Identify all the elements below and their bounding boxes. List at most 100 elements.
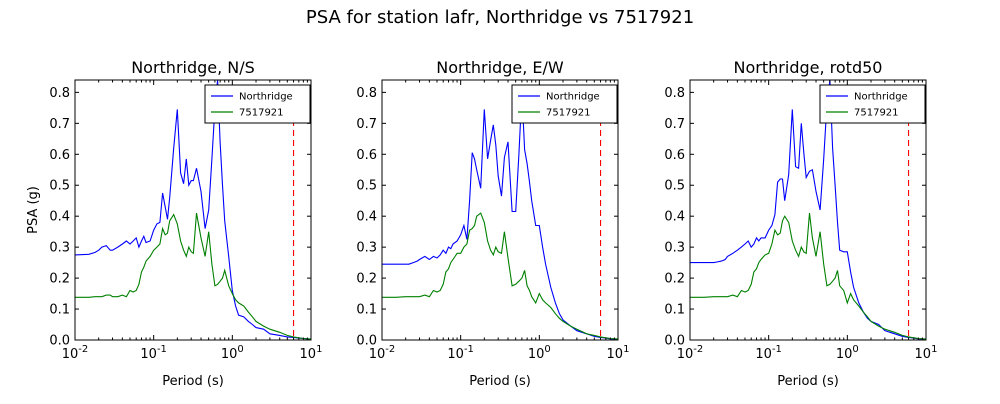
- y-tick-label: 0.4: [49, 210, 70, 225]
- axes-frame: [689, 79, 927, 341]
- y-tick-label: 0.2: [49, 272, 70, 287]
- subplot-title: Northridge, rotd50: [734, 58, 883, 77]
- subplot-title: Northridge, E/W: [436, 58, 564, 77]
- series-line-7517921: [382, 212, 618, 340]
- y-tick-label: 0.6: [356, 148, 377, 163]
- x-tick-label-base: 10: [836, 347, 853, 362]
- x-tick-label: 10-1: [447, 344, 474, 362]
- series-line-northridge: [75, 80, 311, 340]
- x-tick-label-exponent: -1: [157, 344, 167, 355]
- legend-box: [819, 84, 926, 124]
- x-tick-label-base: 10: [677, 347, 694, 362]
- subplot-title: Northridge, N/S: [131, 58, 255, 77]
- x-tick-label-base: 10: [62, 347, 79, 362]
- x-tick-label-exponent: -2: [78, 344, 88, 355]
- subplot-3: Northridge, rotd50 0.0 0.1 0.2 0.3 0.4 0.5 0.6 0…: [664, 58, 937, 389]
- x-tick-label: 10-1: [755, 344, 782, 362]
- subplots: Northridge, N/S 0.0 0.1 0.2 0.3 0.4 0.5 0.6 0.7 0…: [26, 58, 937, 389]
- x-tick-label-exponent: 1: [931, 344, 937, 355]
- x-tick-label: 100: [221, 344, 244, 362]
- y-tick-label: 0.8: [664, 86, 685, 101]
- x-tick-label-exponent: 1: [316, 344, 322, 355]
- y-tick-label: 0.0: [356, 334, 377, 349]
- legend-label: 7517921: [546, 108, 591, 119]
- subplot-1: Northridge, N/S 0.0 0.1 0.2 0.3 0.4 0.5 0.6 0.7 0…: [26, 58, 322, 389]
- y-tick-label: 0.2: [356, 272, 377, 287]
- x-tick-label-exponent: -1: [772, 344, 782, 355]
- legend-box: [204, 84, 311, 124]
- x-tick-label-base: 10: [447, 347, 464, 362]
- x-tick-label-exponent: 0: [852, 344, 858, 355]
- y-axis-label: PSA (g): [26, 186, 41, 234]
- y-tick-label: 0.5: [356, 179, 377, 194]
- y-tick-label: 0.7: [356, 117, 377, 132]
- y-tick-label: 0.2: [664, 272, 685, 287]
- y-tick-label: 0.8: [356, 86, 377, 101]
- x-tick-label-exponent: 1: [623, 344, 629, 355]
- legend-label: 7517921: [854, 108, 899, 119]
- y-tick-label: 0.7: [664, 117, 685, 132]
- x-tick-label-base: 10: [528, 347, 545, 362]
- y-tick-label: 0.1: [356, 303, 377, 318]
- x-tick-label-base: 10: [607, 347, 624, 362]
- y-tick-label: 0.0: [49, 334, 70, 349]
- axes-frame: [74, 79, 312, 341]
- y-tick-label: 0.3: [356, 241, 377, 256]
- x-tick-label-base: 10: [755, 347, 772, 362]
- legend-label: Northridge: [239, 92, 293, 103]
- y-tick-label: 0.5: [664, 179, 685, 194]
- y-tick-label: 0.8: [49, 86, 70, 101]
- legend-label: Northridge: [546, 92, 600, 103]
- y-tick-label: 0.3: [664, 241, 685, 256]
- legend: Northridge 7517921: [204, 84, 311, 124]
- plot-area: [690, 80, 926, 340]
- x-tick-label-exponent: -2: [693, 344, 703, 355]
- legend: Northridge 7517921: [511, 84, 618, 124]
- legend: Northridge 7517921: [819, 84, 926, 124]
- x-tick-label-exponent: -1: [464, 344, 474, 355]
- y-tick-label: 0.5: [49, 179, 70, 194]
- x-tick-label: 101: [300, 344, 323, 362]
- x-tick-label-base: 10: [300, 347, 317, 362]
- x-tick-label: 10-2: [677, 344, 704, 362]
- x-tick-label: 100: [836, 344, 859, 362]
- x-tick-label-exponent: -2: [385, 344, 395, 355]
- y-tick-label: 0.4: [664, 210, 685, 225]
- series-line-7517921: [75, 213, 311, 340]
- x-tick-label-base: 10: [140, 347, 157, 362]
- legend-label: 7517921: [239, 108, 284, 119]
- x-tick-label: 100: [528, 344, 551, 362]
- plot-area: [75, 80, 311, 340]
- subplot-2: Northridge, E/W 0.0 0.1 0.2 0.3 0.4 0.5 0.6 0.7 0…: [356, 58, 629, 389]
- x-axis-label: Period (s): [162, 374, 224, 389]
- legend-box: [511, 84, 618, 124]
- axes-frame: [381, 79, 619, 341]
- x-tick-label: 10-1: [140, 344, 167, 362]
- x-tick-label: 10-2: [369, 344, 396, 362]
- legend-label: Northridge: [854, 92, 908, 103]
- series-line-7517921: [690, 213, 926, 340]
- plot-area: [382, 92, 618, 340]
- series-line-northridge: [382, 92, 618, 340]
- x-tick-label-base: 10: [221, 347, 238, 362]
- x-tick-label-exponent: 0: [544, 344, 550, 355]
- y-tick-label: 0.0: [664, 334, 685, 349]
- x-axis-label: Period (s): [469, 374, 531, 389]
- figure-suptitle: PSA for station lafr, Northridge vs 7517…: [306, 7, 694, 28]
- x-tick-label-base: 10: [369, 347, 386, 362]
- x-tick-label-exponent: 0: [237, 344, 243, 355]
- y-tick-label: 0.6: [664, 148, 685, 163]
- x-tick-label-base: 10: [915, 347, 932, 362]
- y-tick-label: 0.1: [49, 303, 70, 318]
- y-tick-label: 0.4: [356, 210, 377, 225]
- y-tick-label: 0.3: [49, 241, 70, 256]
- x-tick-label: 101: [607, 344, 630, 362]
- y-tick-label: 0.7: [49, 117, 70, 132]
- y-tick-label: 0.1: [664, 303, 685, 318]
- y-tick-label: 0.6: [49, 148, 70, 163]
- x-tick-label: 101: [915, 344, 938, 362]
- x-tick-label: 10-2: [62, 344, 89, 362]
- x-axis-label: Period (s): [777, 374, 839, 389]
